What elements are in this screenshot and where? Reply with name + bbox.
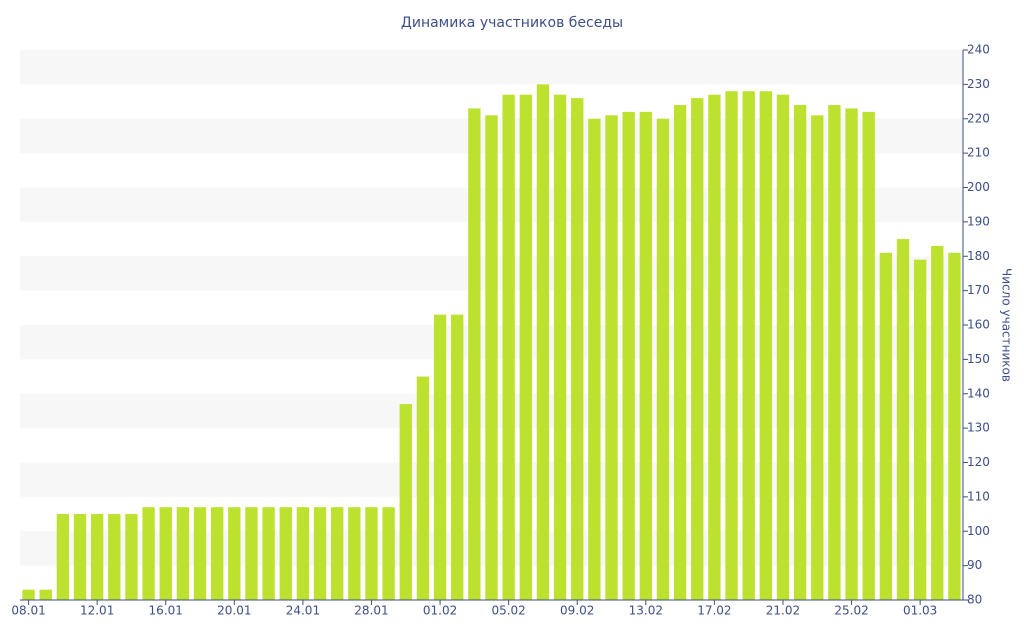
- y-tick-label: 140: [967, 386, 990, 400]
- bar: [639, 111, 652, 600]
- x-tick-label: 12.01: [80, 604, 114, 618]
- bar: [742, 91, 755, 600]
- bar: [588, 118, 601, 600]
- bar: [725, 91, 738, 600]
- y-tick-label: 200: [967, 180, 990, 194]
- x-tick-label: 25.02: [834, 604, 868, 618]
- y-tick-label: 190: [967, 214, 990, 228]
- y-tick-label: 230: [967, 77, 990, 91]
- bar: [142, 507, 155, 600]
- y-tick-label: 130: [967, 421, 990, 435]
- y-tick-label: 100: [967, 524, 990, 538]
- y-tick-label: 90: [967, 558, 982, 572]
- y-tick-label: 210: [967, 146, 990, 160]
- bar: [673, 105, 687, 600]
- y-tick-label: 150: [967, 352, 990, 366]
- bar: [759, 91, 772, 600]
- y-tick-label: 220: [967, 111, 990, 125]
- bar: [451, 314, 464, 600]
- bar: [896, 239, 910, 600]
- bar: [56, 514, 70, 600]
- bar: [313, 507, 327, 600]
- bar: [73, 514, 87, 600]
- y-tick-label: 80: [967, 593, 982, 607]
- x-tick-label: 17.02: [697, 604, 731, 618]
- bar: [193, 507, 207, 600]
- bar: [228, 507, 241, 600]
- bar: [159, 507, 172, 600]
- bar: [22, 589, 35, 600]
- bar: [331, 507, 344, 600]
- x-tick-label: 01.02: [423, 604, 457, 618]
- bar: [931, 245, 944, 600]
- y-axis-label: Число участников: [1000, 268, 1014, 382]
- x-tick-label: 05.02: [491, 604, 525, 618]
- bar: [399, 404, 412, 600]
- bar: [708, 94, 721, 600]
- bar: [536, 84, 550, 600]
- bar: [811, 115, 824, 600]
- chart-title: Динамика участников беседы: [401, 15, 623, 31]
- bar: [776, 94, 790, 600]
- bar: [948, 252, 961, 600]
- bar: [348, 507, 361, 600]
- bar: [828, 105, 841, 600]
- bar: [211, 507, 224, 600]
- bar: [262, 507, 275, 600]
- x-tick-label: 01.03: [903, 604, 937, 618]
- y-tick-label: 120: [967, 455, 990, 469]
- bar: [125, 514, 138, 600]
- bar: [502, 94, 515, 600]
- bar: [605, 115, 618, 600]
- y-tick-label: 160: [967, 318, 990, 332]
- bar: [793, 105, 807, 600]
- bar: [433, 314, 447, 600]
- bar: [382, 507, 395, 600]
- bar: [108, 514, 121, 600]
- x-tick-label: 08.01: [11, 604, 45, 618]
- bar: [279, 507, 292, 600]
- bar: [468, 108, 481, 600]
- y-tick-label: 170: [967, 283, 990, 297]
- x-tick-label: 24.01: [286, 604, 320, 618]
- bar: [879, 252, 893, 600]
- bar: [90, 514, 104, 600]
- bar: [656, 118, 670, 600]
- bar: [365, 507, 378, 600]
- bar: [913, 259, 927, 600]
- bar: [519, 94, 532, 600]
- grid-band: [20, 50, 963, 85]
- bar: [691, 98, 704, 600]
- bar: [845, 108, 858, 600]
- x-tick-label: 20.01: [217, 604, 251, 618]
- x-tick-label: 28.01: [354, 604, 388, 618]
- bar: [245, 507, 258, 600]
- bar: [296, 507, 310, 600]
- bar: [553, 94, 567, 600]
- bar: [485, 115, 498, 600]
- bar: [39, 589, 52, 600]
- x-tick-label: 16.01: [149, 604, 183, 618]
- y-tick-label: 110: [967, 489, 990, 503]
- bar: [571, 98, 584, 600]
- bar: [176, 507, 190, 600]
- bar: [862, 111, 875, 600]
- x-tick-label: 09.02: [560, 604, 594, 618]
- bar: [622, 111, 635, 600]
- bar: [416, 376, 430, 600]
- y-tick-label: 240: [967, 43, 990, 57]
- x-tick-label: 13.02: [629, 604, 663, 618]
- y-tick-label: 180: [967, 249, 990, 263]
- x-tick-label: 21.02: [766, 604, 800, 618]
